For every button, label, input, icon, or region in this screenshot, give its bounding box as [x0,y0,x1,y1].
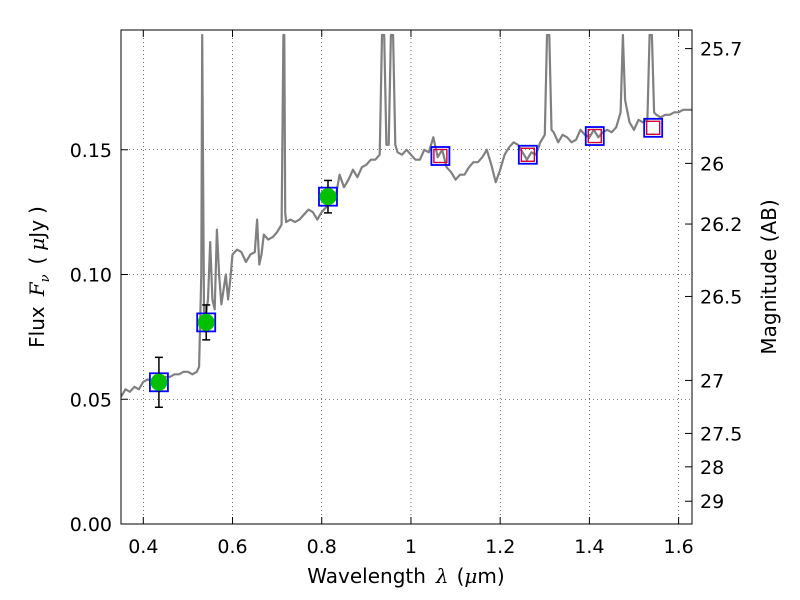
y-tick-label: 0.00 [70,514,112,536]
y2-tick-label: 28 [700,457,724,479]
y-axis-label: Flux [25,306,49,348]
predicted-flux-box [433,148,448,164]
predicted-flux-box [520,147,536,162]
x-axis-unit-open: ( [457,564,465,588]
observed-flux-point [319,188,337,206]
y-axis-title: Flux Fν ( μJy) [25,206,53,348]
x-tick-label: 0.6 [217,536,247,558]
x-axis-title: Wavelength λ (μm) [307,564,504,588]
x-axis-symbol: λ [435,564,449,588]
x-tick-label: 1.6 [664,536,694,558]
y-axis-symbol: F [25,281,49,297]
x-tick-label: 1 [405,536,417,558]
model-flux-box [584,126,605,146]
y-axis-unit-close: ) [25,206,49,214]
y-axis-unit-rest: Jy [25,220,49,240]
x-axis-unit-mu: μ [464,564,477,588]
x-tick-labels: 0.4 0.6 0.8 1 1.2 1.4 1.6 [128,536,694,558]
y2-tick-label: 29 [700,491,724,513]
y-tick-label: 0.15 [70,140,112,162]
y2-tick-label: 27.5 [700,423,742,445]
spectrum-line [121,33,692,398]
y-axis-unit-mu: μ [25,238,49,251]
observed-flux-point [150,373,168,391]
y-tick-label: 0.10 [70,265,112,287]
y-axis-symbol-sub: ν [38,274,53,282]
y-tick-label: 0.05 [70,389,112,411]
predicted-flux-box [587,128,602,144]
tick-marks [121,30,692,525]
plot-area [121,33,692,408]
model-flux-box [517,144,538,165]
y-tick-labels: 0.00 0.05 0.10 0.15 [70,140,112,536]
x-axis-unit-rest: m) [477,564,504,588]
y2-tick-label: 26 [700,153,724,175]
x-tick-label: 0.4 [128,536,158,558]
x-tick-label: 1.2 [485,536,515,558]
plot-frame [120,29,693,525]
model-flux-box [643,117,664,138]
x-axis-label: Wavelength [307,564,426,588]
plot-background [121,30,692,524]
x-tick-label: 0.8 [307,536,337,558]
y2-tick-label: 26.2 [700,214,742,236]
y-axis-unit-open: ( [25,257,49,265]
y2-tick-labels: 25.7 26 26.2 26.5 27 27.5 28 29 [700,39,742,514]
y2-tick-label: 27 [700,370,724,392]
y2-axis-title: Magnitude (AB) [757,199,781,354]
y2-tick-label: 26.5 [700,286,742,308]
predicted-flux-box [645,120,661,136]
x-tick-label: 1.4 [574,536,604,558]
model-flux-box [430,146,451,166]
y2-tick-label: 25.7 [700,39,742,61]
observed-flux-point [197,313,215,331]
